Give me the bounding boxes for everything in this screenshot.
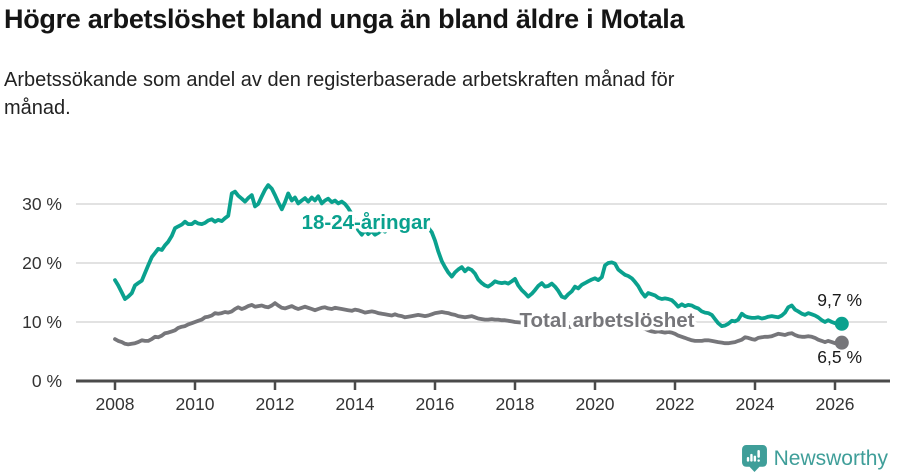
x-axis-label: 2012 [256,394,295,414]
y-axis-label: 20 % [22,253,62,273]
brand-name: Newsworthy [773,446,888,470]
end-dot-youth [834,316,849,331]
end-dot-total [834,335,849,350]
x-axis-label: 2016 [416,394,455,414]
y-axis-label: 0 % [32,371,62,391]
page-title: Högre arbetslöshet bland unga än bland ä… [4,4,685,34]
x-axis-label: 2026 [816,394,855,414]
x-axis-label: 2008 [96,394,135,414]
x-axis-label: 2022 [656,394,695,414]
series-label-youth: 18-24-åringar [302,211,431,234]
series-line-total [113,301,844,347]
y-axis-label: 30 % [22,194,62,214]
x-axis-label: 2018 [496,394,535,414]
chart-subtitle: Arbetssökande som andel av den registerb… [4,69,675,119]
series-line-youth [113,183,844,328]
bar-chart-pin-icon [741,445,767,472]
newsworthy-logo: Newsworthy [741,445,888,472]
x-axis-label: 2024 [736,394,775,414]
end-value-label-youth: 9,7 % [817,290,862,310]
x-axis-label: 2020 [576,394,615,414]
x-axis-label: 2010 [176,394,215,414]
x-axis-label: 2014 [336,394,375,414]
end-value-label-total: 6,5 % [817,347,862,367]
series-label-total: Total arbetslöshet [519,309,694,332]
y-axis-label: 10 % [22,312,62,332]
